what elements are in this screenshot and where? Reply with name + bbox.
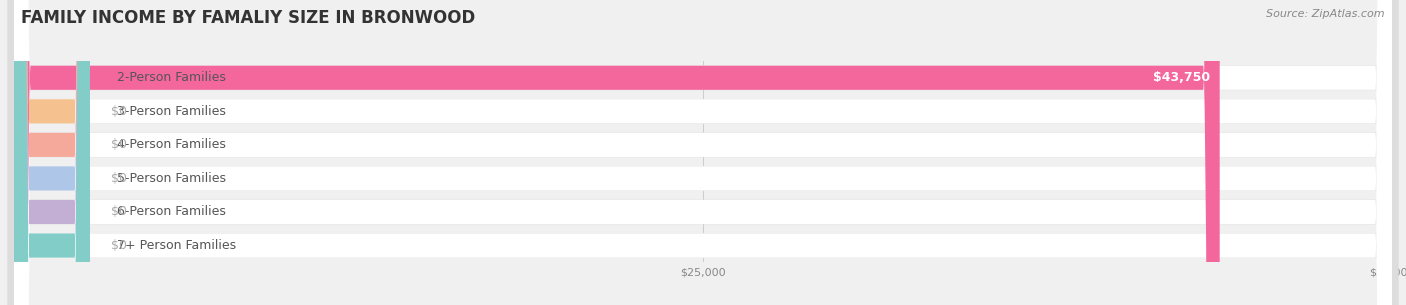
Text: $43,750: $43,750 (1153, 71, 1211, 84)
FancyBboxPatch shape (8, 0, 1398, 305)
Text: 4-Person Families: 4-Person Families (118, 138, 226, 151)
FancyBboxPatch shape (8, 0, 1398, 305)
FancyBboxPatch shape (8, 0, 1398, 305)
FancyBboxPatch shape (14, 0, 1220, 305)
Text: 3-Person Families: 3-Person Families (118, 105, 226, 118)
FancyBboxPatch shape (14, 0, 90, 305)
FancyBboxPatch shape (14, 0, 1392, 305)
FancyBboxPatch shape (14, 0, 1392, 305)
FancyBboxPatch shape (14, 0, 90, 305)
Text: $0: $0 (111, 239, 127, 252)
FancyBboxPatch shape (14, 0, 90, 305)
FancyBboxPatch shape (14, 0, 90, 305)
FancyBboxPatch shape (8, 0, 1398, 305)
Text: FAMILY INCOME BY FAMALIY SIZE IN BRONWOOD: FAMILY INCOME BY FAMALIY SIZE IN BRONWOO… (21, 9, 475, 27)
FancyBboxPatch shape (8, 0, 1398, 305)
FancyBboxPatch shape (14, 0, 1392, 305)
Text: 7+ Person Families: 7+ Person Families (118, 239, 236, 252)
Text: $0: $0 (111, 206, 127, 218)
FancyBboxPatch shape (14, 0, 1392, 305)
FancyBboxPatch shape (14, 0, 1392, 305)
Text: $0: $0 (111, 172, 127, 185)
FancyBboxPatch shape (14, 0, 1392, 305)
FancyBboxPatch shape (8, 0, 1398, 305)
Text: 2-Person Families: 2-Person Families (118, 71, 226, 84)
Text: 5-Person Families: 5-Person Families (118, 172, 226, 185)
Text: $0: $0 (111, 138, 127, 151)
Text: $0: $0 (111, 105, 127, 118)
Text: Source: ZipAtlas.com: Source: ZipAtlas.com (1267, 9, 1385, 19)
Text: 6-Person Families: 6-Person Families (118, 206, 226, 218)
FancyBboxPatch shape (14, 0, 90, 305)
